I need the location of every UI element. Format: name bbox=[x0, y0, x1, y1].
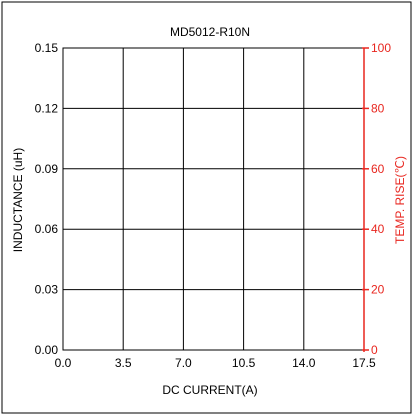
y-axis-right: 0 20 40 60 80 100 bbox=[362, 41, 391, 357]
y-tick-label: 0.03 bbox=[35, 283, 59, 297]
y-tick-label: 0.12 bbox=[35, 101, 59, 115]
y-tick-label: 0.15 bbox=[35, 41, 59, 55]
x-tick-label: 14.0 bbox=[292, 356, 316, 370]
chart-title: MD5012-R10N bbox=[170, 25, 250, 39]
y2-axis-label: TEMP. RISE(℃) bbox=[393, 156, 407, 244]
y-tick-label: 0.06 bbox=[35, 222, 59, 236]
x-tick-label: 3.5 bbox=[115, 356, 132, 370]
x-axis-label: DC CURRENT(A) bbox=[162, 383, 257, 397]
y2-tick-label: 80 bbox=[371, 101, 385, 115]
x-tick-label: 10.5 bbox=[232, 356, 256, 370]
y-axis-left: 0.00 0.03 0.06 0.09 0.12 0.15 bbox=[35, 41, 59, 357]
y-axis-label: INDUCTANCE (uH) bbox=[11, 148, 25, 252]
y-tick-label: 0.00 bbox=[35, 343, 59, 357]
y2-tick-label: 60 bbox=[371, 162, 385, 176]
x-axis: 0.0 3.5 7.0 10.5 14.0 17.5 bbox=[55, 356, 376, 370]
y2-tick-label: 0 bbox=[371, 343, 378, 357]
x-tick-label: 0.0 bbox=[55, 356, 72, 370]
y2-tick-label: 100 bbox=[371, 41, 391, 55]
y2-tick-label: 20 bbox=[371, 283, 385, 297]
y2-tick-label: 40 bbox=[371, 222, 385, 236]
x-tick-label: 7.0 bbox=[175, 356, 192, 370]
x-tick-label: 17.5 bbox=[352, 356, 376, 370]
y-tick-label: 0.09 bbox=[35, 162, 59, 176]
